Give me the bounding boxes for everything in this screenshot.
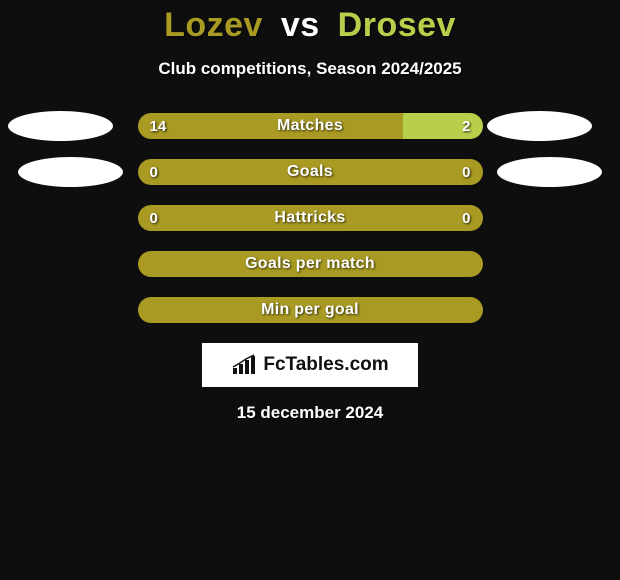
date-line: 15 december 2024 [0,403,620,423]
comparison-title: Lozev vs Drosev [0,0,620,45]
stat-label: Goals [138,159,483,185]
stat-bar: Min per goal [138,297,483,323]
stat-row: Goals per match [0,251,620,277]
player-photo-placeholder-left [8,111,113,141]
stat-row: Goals0 0 [0,159,620,185]
stat-value-left: 14 [150,113,167,139]
stat-bar: Goals0 0 [138,159,483,185]
stat-value-right: 0 [462,159,470,185]
stat-bar: Matches14 2 [138,113,483,139]
player1-name: Lozev [164,6,263,44]
stat-row: Hattricks0 0 [0,205,620,231]
player2-name: Drosev [338,6,456,44]
vs-separator: vs [281,6,320,44]
stat-value-right: 0 [462,205,470,231]
stat-rows-container: Matches142Goals00Hattricks00Goals per ma… [0,113,620,323]
stat-value-left: 0 [150,159,158,185]
stat-label: Min per goal [138,297,483,323]
player-photo-placeholder-right [487,111,592,141]
bar-chart-icon [231,354,257,376]
player-photo-placeholder-left [18,157,123,187]
stat-row: Matches14 2 [0,113,620,139]
stat-label: Matches [138,113,483,139]
stat-value-right: 2 [462,113,470,139]
stat-label: Hattricks [138,205,483,231]
stat-bar: Goals per match [138,251,483,277]
logo-box: FcTables.com [202,343,418,387]
player-photo-placeholder-right [497,157,602,187]
logo-text: FcTables.com [263,354,388,376]
stat-bar: Hattricks0 0 [138,205,483,231]
stat-label: Goals per match [138,251,483,277]
stat-value-left: 0 [150,205,158,231]
subtitle: Club competitions, Season 2024/2025 [0,59,620,79]
stat-row: Min per goal [0,297,620,323]
